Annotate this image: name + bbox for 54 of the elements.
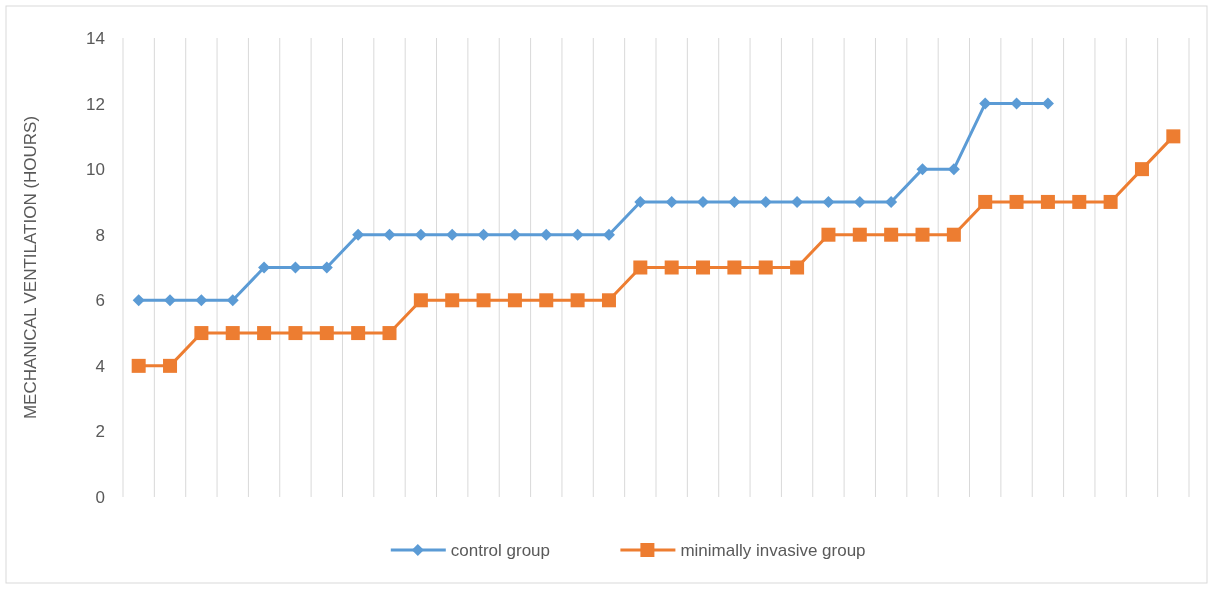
point [570,293,585,308]
point [194,326,209,341]
y-axis-title: MECHANICAL VENTILATION (HOURS) [21,115,40,420]
point [1009,194,1024,209]
point [445,293,460,308]
legend-label: control group [450,540,551,560]
point [696,260,711,275]
point [131,358,146,373]
point [1040,194,1055,209]
point [884,227,899,242]
point [790,260,805,275]
point [758,260,773,275]
point [477,228,490,241]
point [507,293,522,308]
point [916,163,929,176]
point [132,294,145,307]
point [319,326,334,341]
point [163,358,178,373]
y-tick-label: 12 [86,94,105,114]
point [571,228,584,241]
y-tick-label: 2 [95,422,105,442]
point [1103,194,1118,209]
point [978,194,993,209]
point [822,195,835,208]
point [1166,129,1181,144]
point [257,326,272,341]
point [382,326,397,341]
point [664,260,679,275]
point [728,195,741,208]
legend-label: minimally invasive group [680,540,866,560]
point [1134,162,1149,177]
point [885,195,898,208]
y-tick-label: 0 [95,487,105,507]
point [383,228,396,241]
point [539,293,554,308]
point [601,293,616,308]
y-tick-label: 8 [95,225,105,245]
point [476,293,491,308]
point [946,227,961,242]
point [288,326,303,341]
point [1072,194,1087,209]
y-tick-label: 10 [86,160,105,180]
point [821,227,836,242]
y-tick-label: 4 [95,356,105,376]
y-tick-label: 6 [95,291,105,311]
point [225,326,240,341]
point [413,293,428,308]
point [852,227,867,242]
point [633,260,648,275]
point [727,260,742,275]
point [351,326,366,341]
point [195,294,208,307]
y-tick-label: 14 [86,28,105,48]
point [915,227,930,242]
